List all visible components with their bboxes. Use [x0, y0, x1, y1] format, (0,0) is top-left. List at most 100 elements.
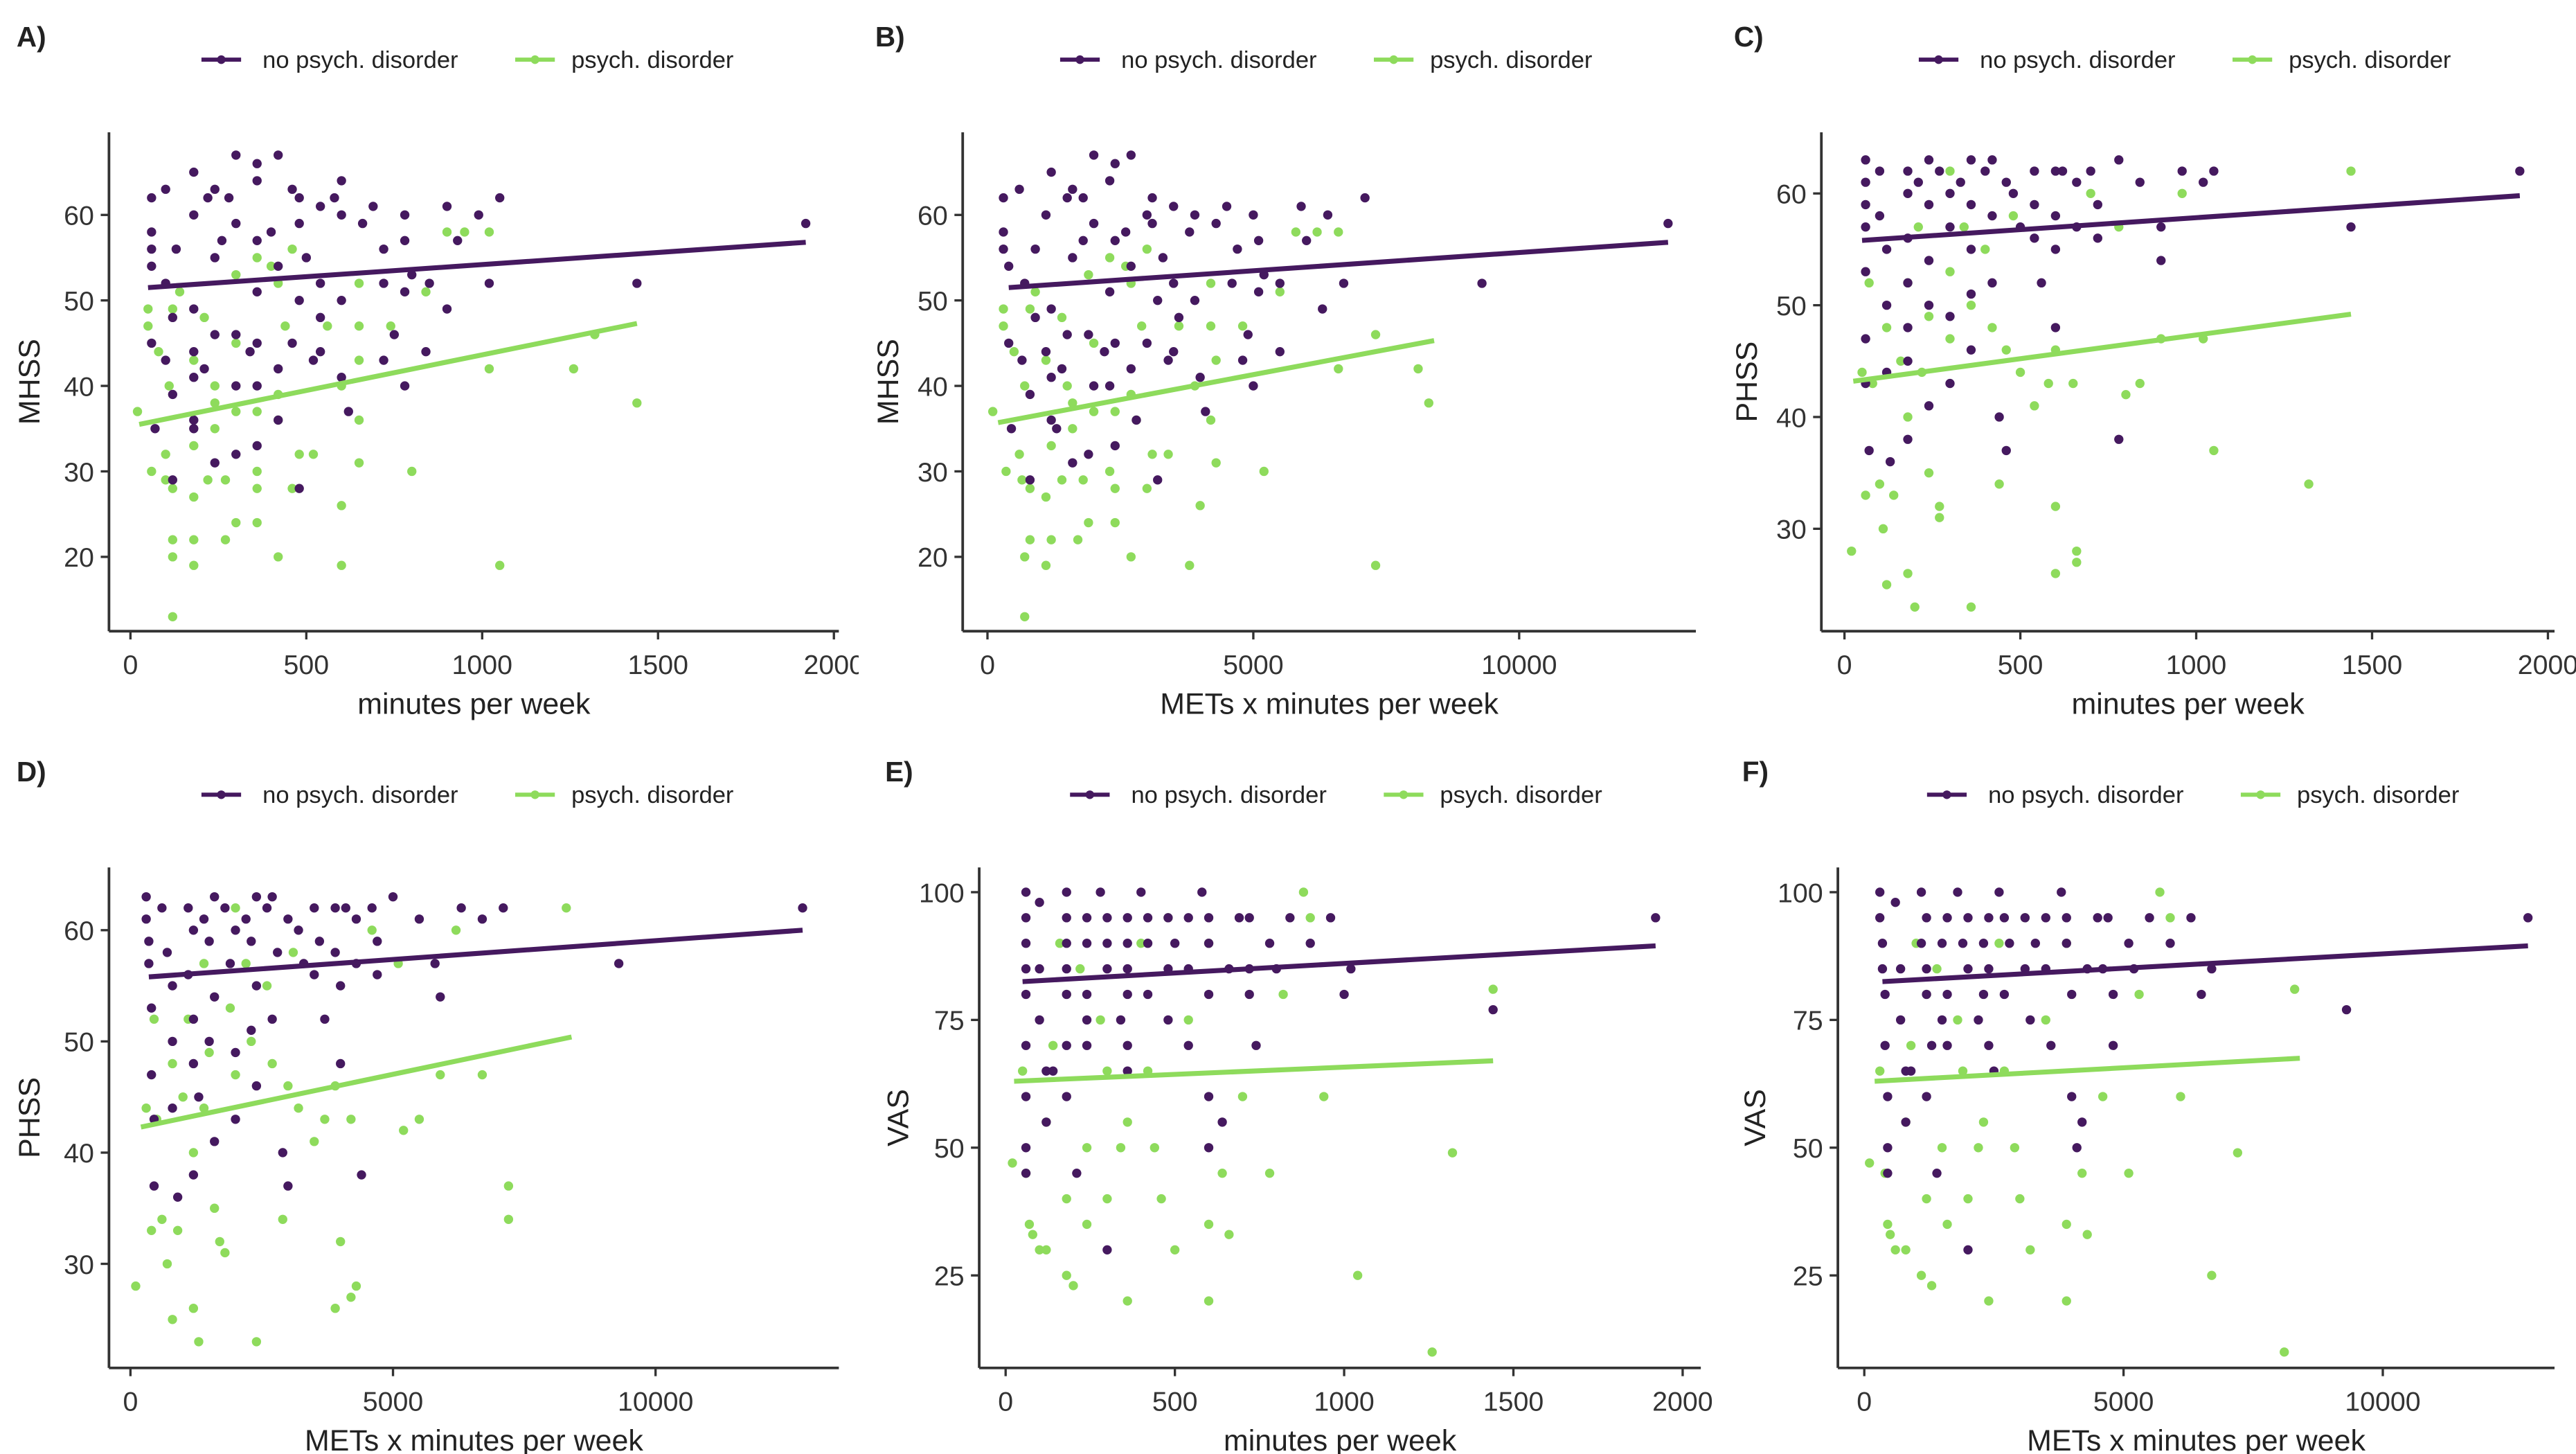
- point-psych: [231, 269, 241, 280]
- point-no-psych: [1903, 434, 1913, 444]
- legend-label-no-psych: no psych. disorder: [262, 782, 458, 808]
- point-no-psych: [2341, 1004, 2352, 1015]
- point-psych: [1903, 569, 1913, 578]
- point-psych: [1046, 441, 1056, 451]
- point-no-psych: [1095, 887, 1105, 897]
- legend-label-psych: psych. disorder: [2289, 47, 2451, 73]
- point-no-psych: [1120, 227, 1131, 237]
- point-psych: [1883, 1219, 1893, 1230]
- point-psych: [320, 1115, 330, 1124]
- point-no-psych: [1169, 202, 1179, 211]
- point-psych: [1102, 1194, 1112, 1204]
- x-axis-label: minutes per week: [1224, 1424, 1457, 1454]
- point-no-psych: [210, 330, 220, 339]
- point-no-psych: [1978, 939, 1989, 948]
- point-psych: [252, 466, 262, 477]
- y-tick-label: 25: [1793, 1261, 1823, 1292]
- point-psych: [1095, 1015, 1105, 1025]
- x-tick-label: 1500: [1483, 1387, 1544, 1417]
- point-no-psych: [1222, 202, 1232, 211]
- point-psych: [2207, 1270, 2217, 1280]
- point-psych: [1147, 450, 1157, 459]
- y-tick-label: 25: [934, 1261, 965, 1292]
- point-psych: [2135, 378, 2145, 389]
- point-no-psych: [1126, 150, 1136, 160]
- point-no-psych: [1062, 939, 1071, 948]
- point-no-psych: [2108, 989, 2118, 1000]
- point-no-psych: [1953, 887, 1962, 897]
- point-no-psych: [2050, 166, 2061, 176]
- point-no-psych: [1903, 323, 1913, 333]
- point-no-psych: [1062, 1092, 1071, 1101]
- legend-dot-psych: [1399, 790, 1408, 799]
- point-no-psych: [1078, 236, 1088, 245]
- point-psych: [1896, 356, 1906, 366]
- point-psych: [1110, 484, 1120, 493]
- point-psych: [1075, 964, 1085, 974]
- point-psych: [1041, 560, 1051, 570]
- point-no-psych: [1963, 913, 1973, 923]
- point-psych: [188, 1148, 199, 1158]
- point-psych: [178, 1092, 188, 1102]
- point-no-psych: [251, 981, 262, 991]
- point-no-psych: [1883, 1092, 1893, 1101]
- point-no-psych: [1021, 1040, 1031, 1050]
- point-no-psych: [357, 218, 368, 229]
- point-psych: [346, 1115, 356, 1124]
- point-psych: [1211, 458, 1221, 468]
- point-psych: [1008, 1158, 1017, 1168]
- point-no-psych: [1984, 1040, 1994, 1050]
- point-no-psych: [1143, 939, 1153, 948]
- point-no-psych: [1089, 150, 1099, 160]
- point-psych: [2015, 1194, 2025, 1204]
- point-no-psych: [2067, 1092, 2077, 1101]
- point-psych: [1275, 287, 1285, 297]
- point-no-psych: [379, 355, 388, 365]
- point-psych: [1136, 939, 1146, 948]
- point-psych: [484, 364, 494, 374]
- trend-line-no-psych: [1022, 943, 1656, 984]
- point-psych: [220, 1248, 230, 1258]
- panel-d: D) no psych. disorder psych. disorder 0 5000…: [13, 756, 839, 1454]
- point-no-psych: [2072, 177, 2082, 187]
- point-no-psych: [442, 202, 452, 211]
- point-psych: [241, 959, 251, 968]
- point-psych: [294, 1103, 303, 1113]
- point-no-psych: [1163, 913, 1173, 923]
- point-no-psych: [2093, 233, 2102, 243]
- point-no-psych: [1122, 1040, 1132, 1050]
- point-psych: [1932, 964, 1942, 974]
- point-psych: [1901, 1245, 1911, 1254]
- y-tick-label: 30: [64, 457, 94, 488]
- point-psych: [2015, 367, 2025, 378]
- point-psych: [2082, 1230, 2092, 1239]
- point-no-psych: [1924, 200, 1934, 210]
- point-psych: [1305, 913, 1315, 923]
- y-tick-label: 50: [1793, 1133, 1823, 1164]
- point-no-psych: [273, 948, 283, 957]
- point-no-psych: [2041, 913, 2050, 923]
- point-psych: [1974, 1143, 1983, 1153]
- point-no-psych: [1021, 913, 1031, 923]
- x-tick-label: 0: [980, 650, 995, 680]
- y-tick-label: 60: [918, 201, 948, 231]
- point-no-psych: [1253, 236, 1264, 245]
- point-no-psych: [1204, 1143, 1214, 1153]
- point-psych: [999, 304, 1008, 314]
- point-no-psych: [1864, 445, 1874, 456]
- x-axis-label: minutes per week: [357, 687, 591, 720]
- point-psych: [1865, 1158, 1875, 1168]
- legend-label-no-psych: no psych. disorder: [1988, 782, 2183, 808]
- point-psych: [1046, 535, 1056, 544]
- point-psych: [189, 355, 199, 365]
- point-no-psych: [1041, 347, 1051, 357]
- y-tick-label: 60: [64, 201, 94, 231]
- point-no-psych: [188, 1058, 199, 1069]
- trend-line-no-psych: [148, 928, 803, 979]
- point-no-psych: [2077, 1117, 2087, 1127]
- point-psych: [231, 1070, 240, 1080]
- point-psych: [1334, 364, 1343, 374]
- point-no-psych: [421, 347, 431, 357]
- point-no-psych: [798, 903, 807, 913]
- trend-line-psych: [997, 338, 1435, 425]
